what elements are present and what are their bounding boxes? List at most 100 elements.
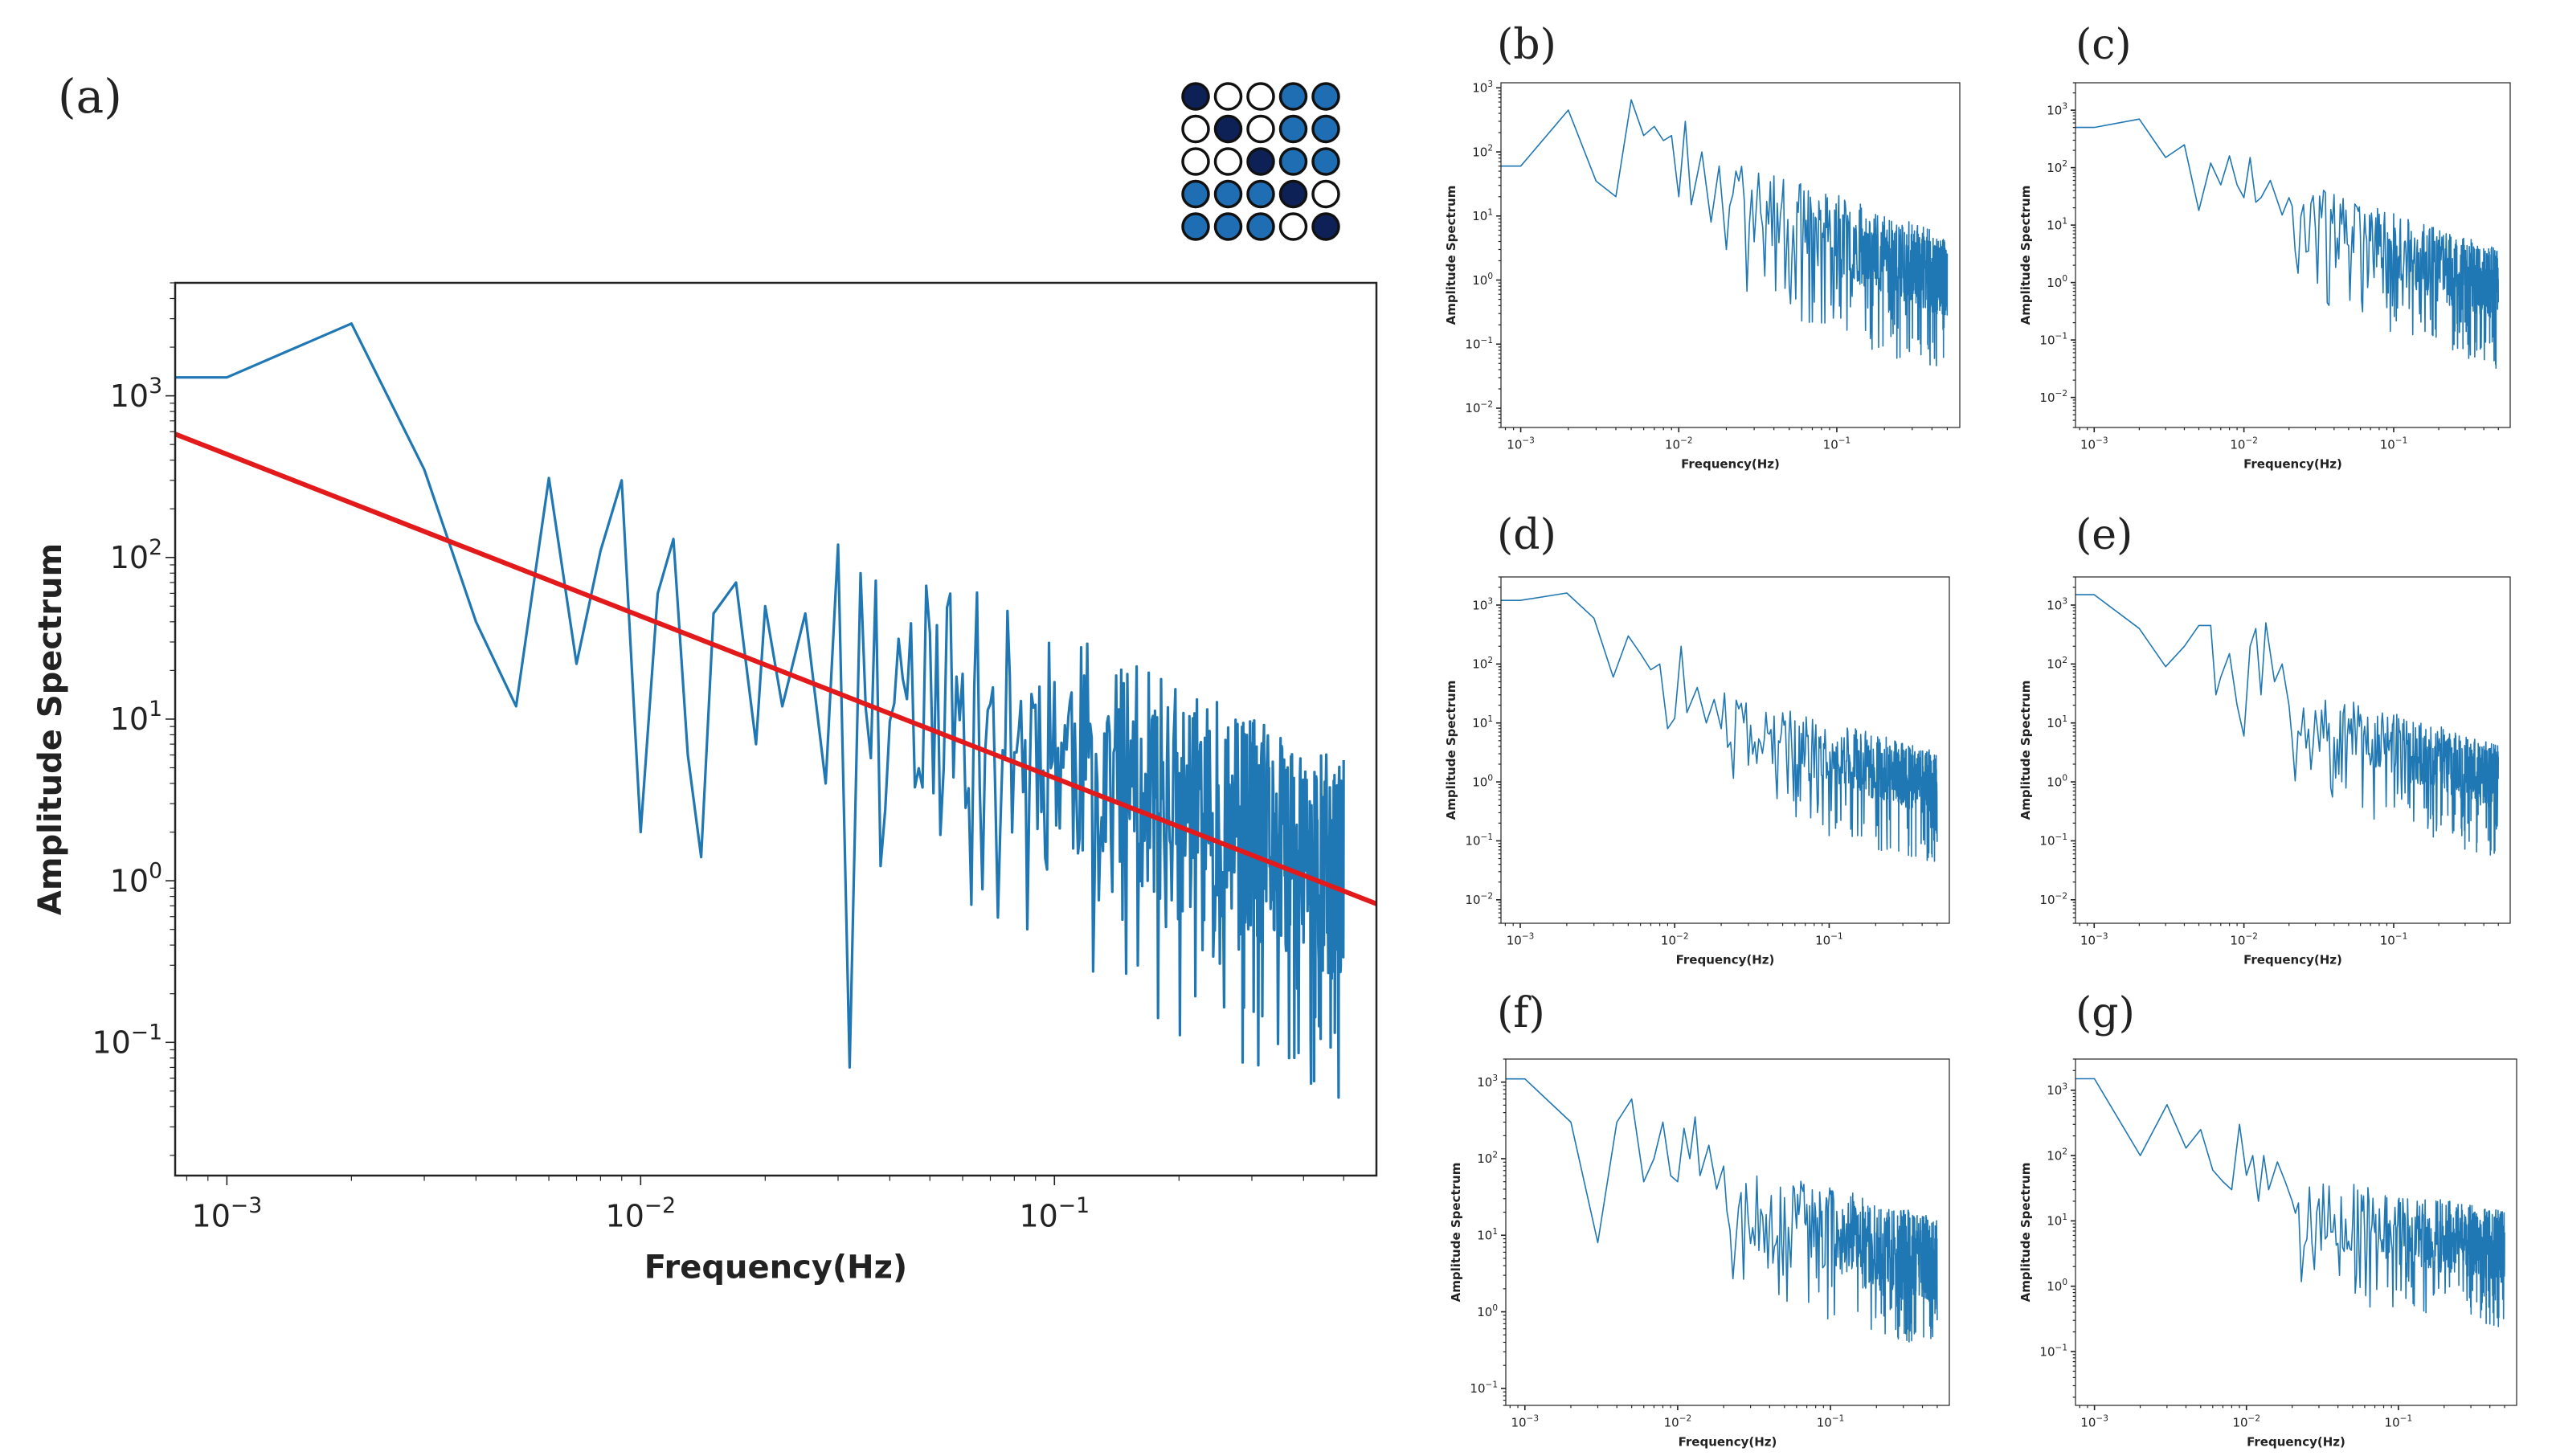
x-tick-label: 10−1 bbox=[2380, 932, 2408, 948]
axes-frame-b bbox=[1500, 82, 1961, 428]
axes-frame-a bbox=[174, 281, 1378, 1177]
grid-dot bbox=[1311, 212, 1340, 241]
chart-b: 10−3 10−2 10−1 10−2 10−1 100 101 102 103 Frequenc… bbox=[1444, 80, 1961, 471]
y-tick-label: 103 bbox=[2047, 597, 2067, 613]
chart-d: 10−3 10−2 10−1 10−2 10−1 100 101 102 103 Frequenc… bbox=[1444, 576, 1950, 967]
y-tick-label: 10−1 bbox=[2039, 832, 2067, 849]
grid-dot bbox=[1278, 179, 1308, 209]
grid-dot bbox=[1213, 114, 1243, 144]
x-tick-label: 10−2 bbox=[1664, 1414, 1692, 1430]
x-tick-label: 10−2 bbox=[1665, 436, 1693, 452]
spectrum-line-f bbox=[1506, 1078, 1938, 1343]
y-axis-title: Amplitude Spectrum bbox=[2018, 186, 2033, 325]
panel-label-e: (e) bbox=[2075, 511, 2133, 559]
x-tick-label: 10−3 bbox=[2080, 1414, 2108, 1430]
grid-dot bbox=[1213, 82, 1243, 111]
grid-dot bbox=[1181, 114, 1210, 144]
grid-dot bbox=[1246, 82, 1275, 111]
y-tick-label: 10−1 bbox=[1465, 336, 1493, 352]
y-tick-label: 101 bbox=[2047, 217, 2067, 233]
y-axis-title: Amplitude Spectrum bbox=[2018, 681, 2033, 820]
y-tick-label: 102 bbox=[2047, 656, 2067, 672]
chart-e: 10−3 10−2 10−1 10−2 10−1 100 101 102 103 Frequenc… bbox=[2018, 576, 2511, 967]
x-axis-title: Frequency(Hz) bbox=[1681, 456, 1780, 471]
y-tick-label: 101 bbox=[110, 697, 162, 737]
grid-dot bbox=[1278, 114, 1308, 144]
grid-dot bbox=[1311, 114, 1340, 144]
y-tick-label: 102 bbox=[1472, 656, 1493, 672]
y-tick-label: 103 bbox=[1472, 80, 1493, 96]
axes-frame-f bbox=[1505, 1058, 1950, 1406]
y-tick-label: 100 bbox=[2047, 274, 2067, 290]
axes-frame-g bbox=[2075, 1058, 2517, 1406]
grid-dot bbox=[1278, 147, 1308, 176]
x-axis-title: Frequency(Hz) bbox=[2247, 1434, 2345, 1449]
y-tick-label: 102 bbox=[2047, 1147, 2067, 1164]
chart-c: 10−3 10−2 10−1 10−2 10−1 100 101 102 103 Frequenc… bbox=[2018, 82, 2511, 471]
x-tick-label: 10−3 bbox=[1507, 932, 1535, 948]
grid-dot bbox=[1181, 147, 1210, 176]
x-tick-label: 10−2 bbox=[2230, 932, 2258, 948]
chart-g: 10−3 10−2 10−1 10−1 100 101 102 103 Frequency(Hz… bbox=[2018, 1058, 2517, 1449]
grid-dot bbox=[1311, 147, 1340, 176]
y-tick-label: 102 bbox=[110, 535, 162, 575]
grid-dot bbox=[1278, 82, 1308, 111]
y-tick-label: 100 bbox=[1472, 272, 1493, 288]
spectrum-line-d bbox=[1501, 592, 1938, 862]
y-tick-label: 101 bbox=[2047, 714, 2067, 730]
y-tick-label: 103 bbox=[2047, 102, 2067, 118]
y-tick-label: 100 bbox=[2047, 1278, 2067, 1294]
y-tick-label: 102 bbox=[1472, 144, 1493, 160]
fit-line bbox=[174, 431, 1378, 906]
grid-dot bbox=[1246, 114, 1275, 144]
x-tick-label: 10−1 bbox=[1817, 1414, 1845, 1430]
y-tick-label: 102 bbox=[2047, 159, 2067, 175]
y-tick-label: 103 bbox=[1472, 597, 1493, 613]
panel-label-a: (a) bbox=[58, 69, 122, 124]
y-tick-label: 102 bbox=[1477, 1150, 1498, 1166]
y-tick-label: 10−1 bbox=[2039, 1344, 2067, 1360]
panel-label-f: (f) bbox=[1497, 989, 1545, 1037]
grid-dot bbox=[1181, 212, 1210, 241]
x-tick-label: 10−3 bbox=[2080, 932, 2108, 948]
chart-f: 10−3 10−2 10−1 10−1 100 101 102 103 Frequency(Hz… bbox=[1449, 1058, 1950, 1449]
grid-dot bbox=[1213, 179, 1243, 209]
grid-dot bbox=[1181, 82, 1210, 111]
x-tick-label: 10−1 bbox=[2385, 1414, 2413, 1430]
y-tick-label: 101 bbox=[1472, 714, 1493, 730]
panel-label-g: (g) bbox=[2075, 989, 2135, 1037]
y-tick-label: 101 bbox=[2047, 1213, 2067, 1229]
grid-dot bbox=[1181, 179, 1210, 209]
y-axis-title: Amplitude Spectrum bbox=[32, 543, 69, 915]
spectrum-line-e bbox=[2075, 594, 2499, 856]
x-tick-label: 10−1 bbox=[2380, 436, 2408, 452]
y-tick-label: 100 bbox=[2047, 774, 2067, 790]
y-tick-label: 103 bbox=[110, 374, 162, 414]
y-tick-label: 10−2 bbox=[1465, 891, 1493, 907]
axes-frame-e bbox=[2075, 576, 2511, 924]
panel-label-b: (b) bbox=[1497, 21, 1556, 69]
grid-dot bbox=[1311, 179, 1340, 209]
grid-dot bbox=[1278, 212, 1308, 241]
x-tick-label: 10−1 bbox=[1019, 1193, 1090, 1233]
y-tick-label: 10−2 bbox=[1465, 399, 1493, 415]
grid-dot bbox=[1213, 147, 1243, 176]
x-axis-title: Frequency(Hz) bbox=[644, 1249, 907, 1286]
x-axis-title: Frequency(Hz) bbox=[1676, 952, 1775, 967]
y-tick-label: 103 bbox=[1477, 1074, 1498, 1090]
x-tick-label: 10−1 bbox=[1823, 436, 1851, 452]
x-axis-title: Frequency(Hz) bbox=[2243, 952, 2342, 967]
y-axis-title: Amplitude Spectrum bbox=[2018, 1163, 2033, 1303]
y-tick-label: 101 bbox=[1472, 207, 1493, 223]
spectrum-line-c bbox=[2075, 118, 2499, 369]
y-axis-title: Amplitude Spectrum bbox=[1444, 681, 1458, 820]
spectrum-line-b bbox=[1501, 99, 1949, 366]
grid-dot bbox=[1213, 212, 1243, 241]
spectrum-line-g bbox=[2075, 1078, 2505, 1327]
x-tick-label: 10−3 bbox=[1507, 436, 1535, 452]
x-tick-label: 10−2 bbox=[1661, 932, 1689, 948]
x-axis-title: Frequency(Hz) bbox=[1679, 1434, 1777, 1449]
chart-a: 10−3 10−2 10−1 10−1 100 101 102 103 Frequency(Hz… bbox=[32, 281, 1378, 1286]
x-tick-label: 10−3 bbox=[1511, 1414, 1539, 1430]
y-tick-label: 103 bbox=[2047, 1082, 2067, 1098]
